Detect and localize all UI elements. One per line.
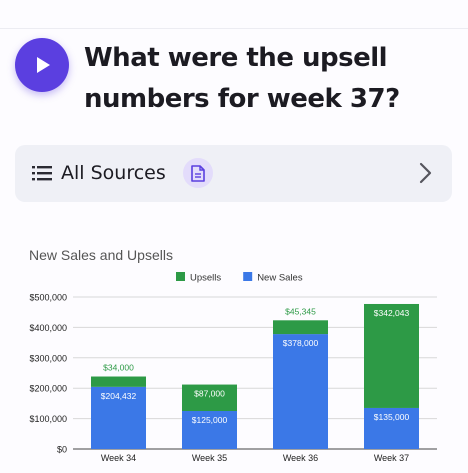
y-tick-label: $0	[57, 445, 67, 455]
data-label: $87,000	[194, 389, 225, 399]
play-button[interactable]	[15, 38, 69, 92]
play-icon	[37, 57, 50, 73]
y-tick-label: $200,000	[29, 384, 67, 394]
stacked-bar-chart: New Sales and Upsells Upsells New Sales $0 $…	[29, 247, 437, 463]
data-label: $135,000	[374, 412, 410, 422]
bar-segment	[91, 386, 146, 449]
legend-label: New Sales	[257, 273, 303, 284]
legend-swatch	[243, 272, 253, 281]
bar-segment	[364, 407, 419, 449]
bar-segment	[182, 411, 237, 449]
data-label: $34,000	[103, 363, 134, 373]
data-label: $204,432	[101, 391, 137, 401]
header-divider	[0, 28, 468, 29]
question-line-2: numbers for week 37?	[84, 84, 400, 114]
bar-segment	[364, 303, 419, 408]
legend-swatch	[176, 272, 185, 281]
y-tick-label: $100,000	[29, 414, 67, 424]
chart-title: New Sales and Upsells	[29, 247, 173, 263]
x-tick-label: Week 35	[192, 453, 227, 463]
chart-container: New Sales and Upsells Upsells New Sales $0 $…	[0, 236, 468, 468]
bar-segment	[273, 334, 328, 449]
y-tick-label: $400,000	[29, 323, 67, 333]
bar-segment	[91, 376, 146, 387]
all-sources-bar[interactable]: All Sources	[15, 145, 452, 202]
document-icon	[191, 164, 205, 182]
list-icon	[32, 166, 52, 181]
y-tick-label: $500,000	[29, 293, 67, 303]
chevron-right-icon[interactable]	[418, 162, 432, 184]
data-label: $125,000	[192, 415, 228, 425]
x-tick-label: Week 37	[374, 453, 409, 463]
document-badge[interactable]	[183, 158, 213, 188]
data-label: $342,043	[374, 308, 410, 318]
data-label: $378,000	[283, 338, 319, 348]
x-tick-label: Week 36	[283, 453, 318, 463]
question-line-1: What were the upsell	[84, 43, 388, 73]
y-tick-label: $300,000	[29, 353, 67, 363]
bar-segment	[273, 320, 328, 335]
x-tick-label: Week 34	[101, 453, 136, 463]
all-sources-label: All Sources	[61, 162, 166, 184]
bar-segment	[182, 384, 237, 411]
legend-label: Upsells	[190, 273, 221, 284]
question-text: What were the upsell numbers for week 37…	[84, 38, 454, 120]
data-label: $45,345	[285, 306, 316, 316]
